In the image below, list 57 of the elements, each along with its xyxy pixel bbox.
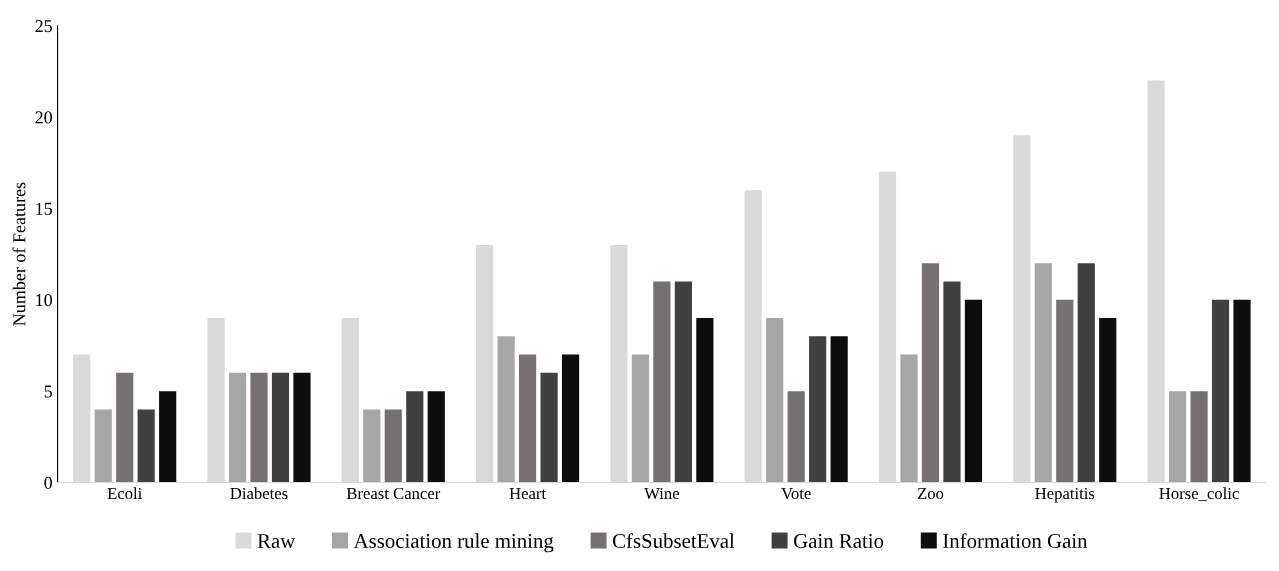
y-tick-label: 15 [36, 202, 52, 215]
x-tick-label: Breast Cancer [346, 487, 441, 500]
bar [653, 281, 671, 483]
x-tick-label: Wine [644, 487, 680, 500]
bar [787, 391, 805, 483]
x-tick-label: Ecoli [107, 487, 142, 500]
bar [964, 299, 983, 483]
bar [159, 391, 177, 483]
legend-label: Gain Ratio [794, 534, 884, 549]
y-tick-label: 20 [35, 111, 53, 124]
bar [1056, 299, 1074, 483]
bar [228, 372, 247, 483]
legend-label: Association rule mining [353, 533, 554, 553]
legend-label: Raw [257, 534, 296, 549]
bar [384, 409, 402, 483]
x-tick-label: Vote [781, 488, 811, 500]
bar [1077, 263, 1095, 483]
x-tick-label: Horse_colic [1159, 487, 1239, 502]
bar [674, 281, 692, 483]
bar [271, 372, 290, 483]
bar [137, 409, 155, 483]
bar [900, 354, 918, 483]
bar [94, 409, 112, 483]
bar [921, 263, 940, 483]
bar [766, 318, 784, 483]
bar [943, 281, 961, 483]
bar [1190, 391, 1208, 483]
bar [1211, 299, 1230, 483]
bar [1099, 318, 1117, 483]
y-tick-label: 10 [36, 294, 53, 307]
x-tick-label: Hepatitis [1035, 487, 1095, 503]
bar [363, 409, 381, 483]
y-tick-label: 0 [44, 476, 53, 489]
bar [1233, 299, 1251, 483]
x-tick-label: Zoo [917, 488, 944, 500]
bar [696, 318, 714, 483]
x-tick-label: Diabetes [230, 487, 288, 500]
legend-label: Information Gain [943, 533, 1088, 549]
bar [631, 354, 649, 483]
bar [809, 336, 827, 483]
bar [497, 336, 515, 483]
y-tick-label: 5 [44, 385, 52, 398]
x-tick-label: Heart [509, 488, 546, 500]
bar [116, 372, 134, 483]
bar [406, 391, 424, 483]
bar [1168, 391, 1187, 483]
bar [293, 372, 311, 483]
bar [250, 372, 268, 483]
bar [830, 336, 848, 483]
bar [518, 354, 537, 483]
legend-label: CfsSubsetEval [612, 533, 735, 549]
y-axis-title: Number of Features [12, 182, 26, 326]
y-tick-label: 25 [35, 20, 52, 33]
bar [561, 354, 580, 483]
bar [1034, 263, 1052, 483]
bar [540, 372, 558, 483]
bar [427, 391, 445, 483]
